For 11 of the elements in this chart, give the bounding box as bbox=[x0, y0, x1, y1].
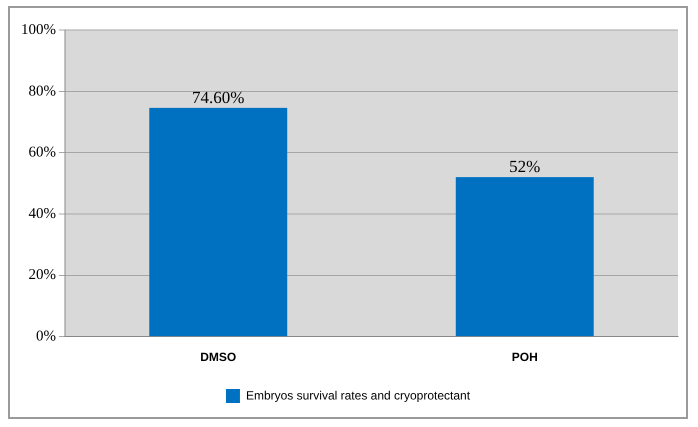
data-label: 74.60% bbox=[192, 88, 244, 107]
y-tick-label: 100% bbox=[20, 22, 56, 38]
y-tick-label: 80% bbox=[28, 83, 56, 100]
x-tick-label: POH bbox=[512, 350, 538, 364]
y-tick-label: 0% bbox=[36, 328, 56, 345]
y-tick-label: 40% bbox=[28, 206, 56, 222]
y-tick-label: 60% bbox=[28, 144, 56, 161]
x-tick-label: DMSO bbox=[200, 350, 236, 364]
legend-label: Embryos survival rates and cryoprotectant bbox=[246, 388, 471, 402]
data-label: 52% bbox=[509, 157, 540, 176]
y-tick-label: 20% bbox=[28, 267, 56, 284]
